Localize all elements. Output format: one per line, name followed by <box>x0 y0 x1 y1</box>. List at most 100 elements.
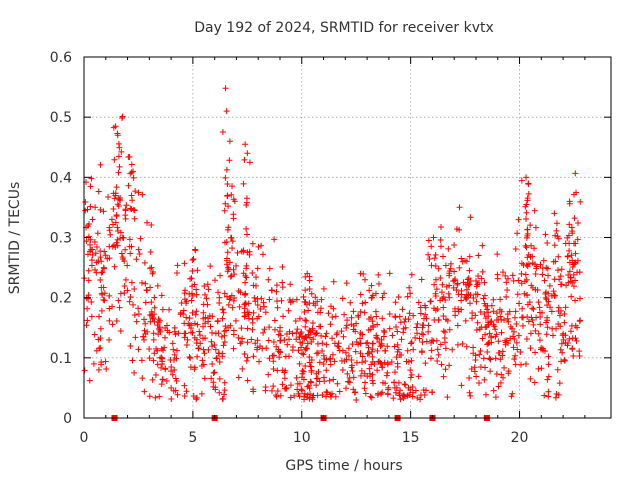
data-point <box>244 249 251 256</box>
data-point <box>279 264 286 271</box>
data-point <box>228 272 235 279</box>
data-point <box>186 315 193 322</box>
data-point <box>544 240 551 247</box>
data-point <box>187 275 194 282</box>
data-point <box>524 226 531 233</box>
data-point <box>488 318 495 325</box>
data-point <box>103 366 110 373</box>
data-point <box>483 323 490 330</box>
data-point <box>124 262 131 269</box>
data-point-peak <box>129 168 136 175</box>
data-point <box>271 326 278 333</box>
data-point <box>338 357 345 364</box>
data-point <box>82 207 89 214</box>
data-point <box>323 356 330 363</box>
data-point <box>361 370 368 377</box>
data-point <box>221 391 228 398</box>
data-point <box>147 284 154 291</box>
data-point <box>425 328 432 335</box>
data-point <box>253 282 260 289</box>
data-point <box>90 360 97 367</box>
data-point <box>498 329 505 336</box>
y-tick-label: 0 <box>63 411 72 427</box>
data-point <box>532 349 539 356</box>
data-point <box>418 331 425 338</box>
data-point <box>357 308 364 315</box>
data-point <box>365 350 372 357</box>
data-point <box>279 284 286 291</box>
data-point <box>150 330 157 337</box>
data-point <box>302 273 309 280</box>
data-point <box>209 361 216 368</box>
data-point <box>491 323 498 330</box>
data-point <box>446 362 453 369</box>
data-point <box>544 302 551 309</box>
data-point <box>133 318 140 325</box>
data-point <box>201 350 208 357</box>
data-point-low <box>131 369 138 376</box>
data-point <box>125 182 132 189</box>
data-point <box>113 318 120 325</box>
data-point <box>208 338 215 345</box>
data-point <box>152 394 159 401</box>
data-point <box>456 204 463 211</box>
data-point <box>494 251 501 258</box>
data-point <box>467 278 474 285</box>
data-point <box>353 339 360 346</box>
data-point <box>345 378 352 385</box>
data-point <box>445 290 452 297</box>
data-point <box>374 367 381 374</box>
data-point <box>314 340 321 347</box>
data-point <box>254 265 261 272</box>
data-point <box>276 337 283 344</box>
data-point <box>210 379 217 386</box>
data-point <box>515 216 522 223</box>
data-point <box>511 328 518 335</box>
data-point <box>141 327 148 334</box>
data-point <box>229 183 236 190</box>
data-point <box>407 340 414 347</box>
data-point <box>111 263 118 270</box>
data-point <box>203 295 210 302</box>
y-tick-label: 0.3 <box>50 231 72 247</box>
data-point <box>367 393 374 400</box>
data-point <box>249 270 256 277</box>
data-point-low <box>353 396 360 403</box>
data-point <box>183 314 190 321</box>
data-point <box>327 303 334 310</box>
data-point <box>386 310 393 317</box>
data-point <box>265 337 272 344</box>
data-point <box>171 351 178 358</box>
data-point <box>564 253 571 260</box>
data-point <box>170 346 177 353</box>
data-point <box>299 340 306 347</box>
data-point <box>568 252 575 259</box>
data-point <box>169 340 176 347</box>
data-point <box>112 219 119 226</box>
data-point <box>295 347 302 354</box>
data-point <box>325 310 332 317</box>
data-point <box>358 367 365 374</box>
data-point <box>239 365 246 372</box>
data-point <box>131 285 138 292</box>
data-point <box>329 335 336 342</box>
data-point <box>196 328 203 335</box>
data-point <box>202 314 209 321</box>
data-point <box>224 255 231 262</box>
data-point <box>141 336 148 343</box>
data-point <box>523 215 530 222</box>
data-point <box>139 375 146 382</box>
data-point <box>195 345 202 352</box>
data-point <box>181 260 188 267</box>
data-point <box>302 323 309 330</box>
data-point <box>357 340 364 347</box>
data-point <box>186 290 193 297</box>
data-point <box>228 234 235 241</box>
data-point <box>117 290 124 297</box>
data-point <box>391 343 398 350</box>
data-point <box>456 264 463 271</box>
data-point <box>368 394 375 401</box>
data-point <box>520 261 527 268</box>
data-point <box>84 251 91 258</box>
data-point <box>200 346 207 353</box>
